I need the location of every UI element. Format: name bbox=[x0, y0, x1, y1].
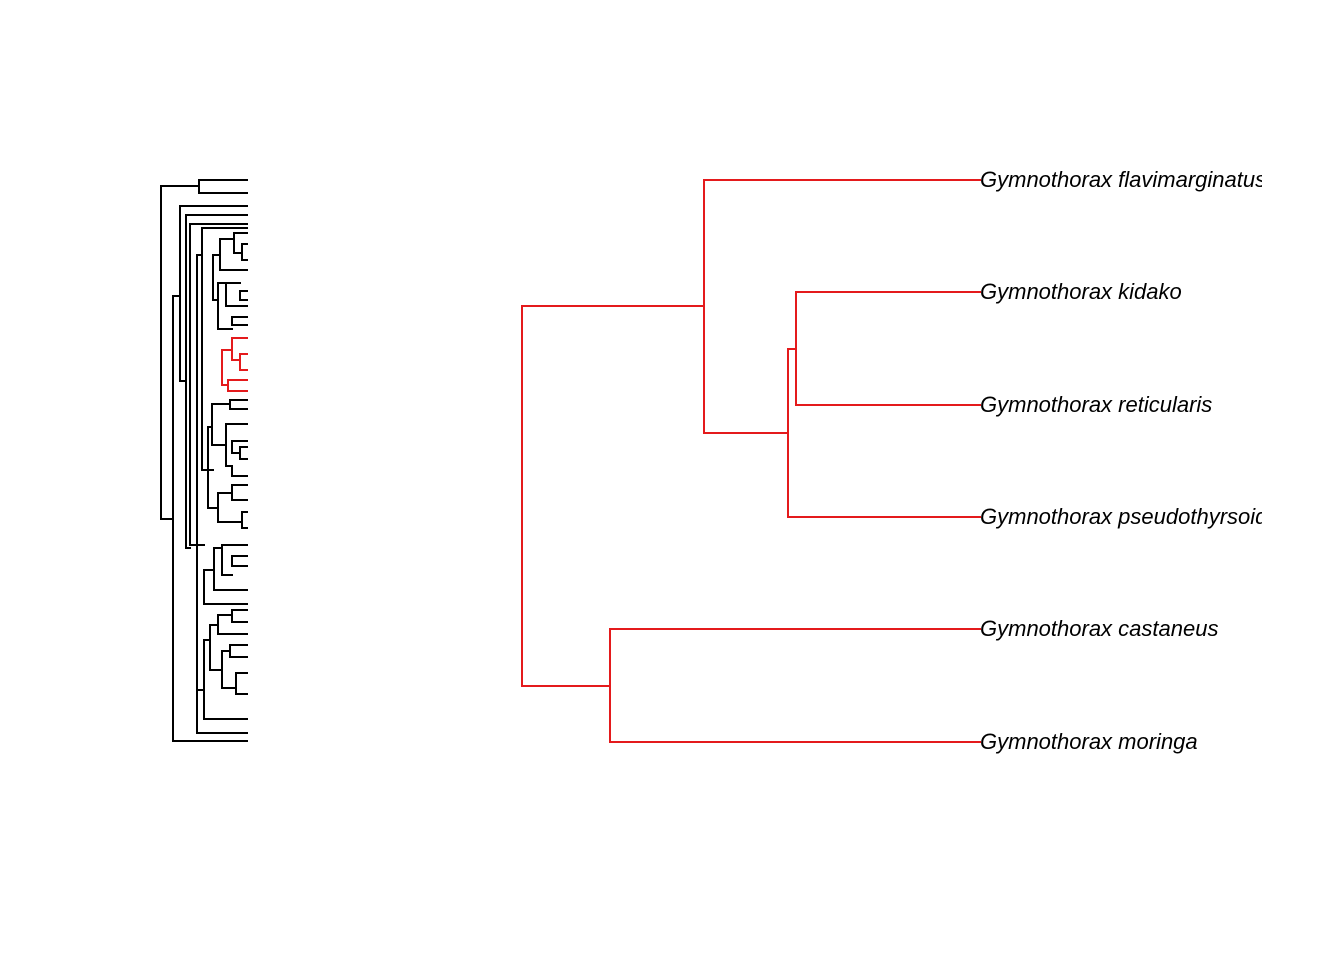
tip-label: Gymnothorax reticularis bbox=[980, 392, 1212, 417]
overview-tree bbox=[160, 179, 248, 742]
tip-label: Gymnothorax moringa bbox=[980, 729, 1198, 754]
tip-label: Gymnothorax castaneus bbox=[980, 616, 1218, 641]
tip-label: Gymnothorax flavimarginatus bbox=[980, 167, 1266, 192]
zoomed-subtree bbox=[521, 179, 981, 743]
tip-label: Gymnothorax pseudothyrsoideus bbox=[980, 504, 1303, 529]
tip-label: Gymnothorax kidako bbox=[980, 279, 1182, 304]
tip-labels: Gymnothorax flavimarginatus Gymnothorax … bbox=[980, 167, 1303, 754]
